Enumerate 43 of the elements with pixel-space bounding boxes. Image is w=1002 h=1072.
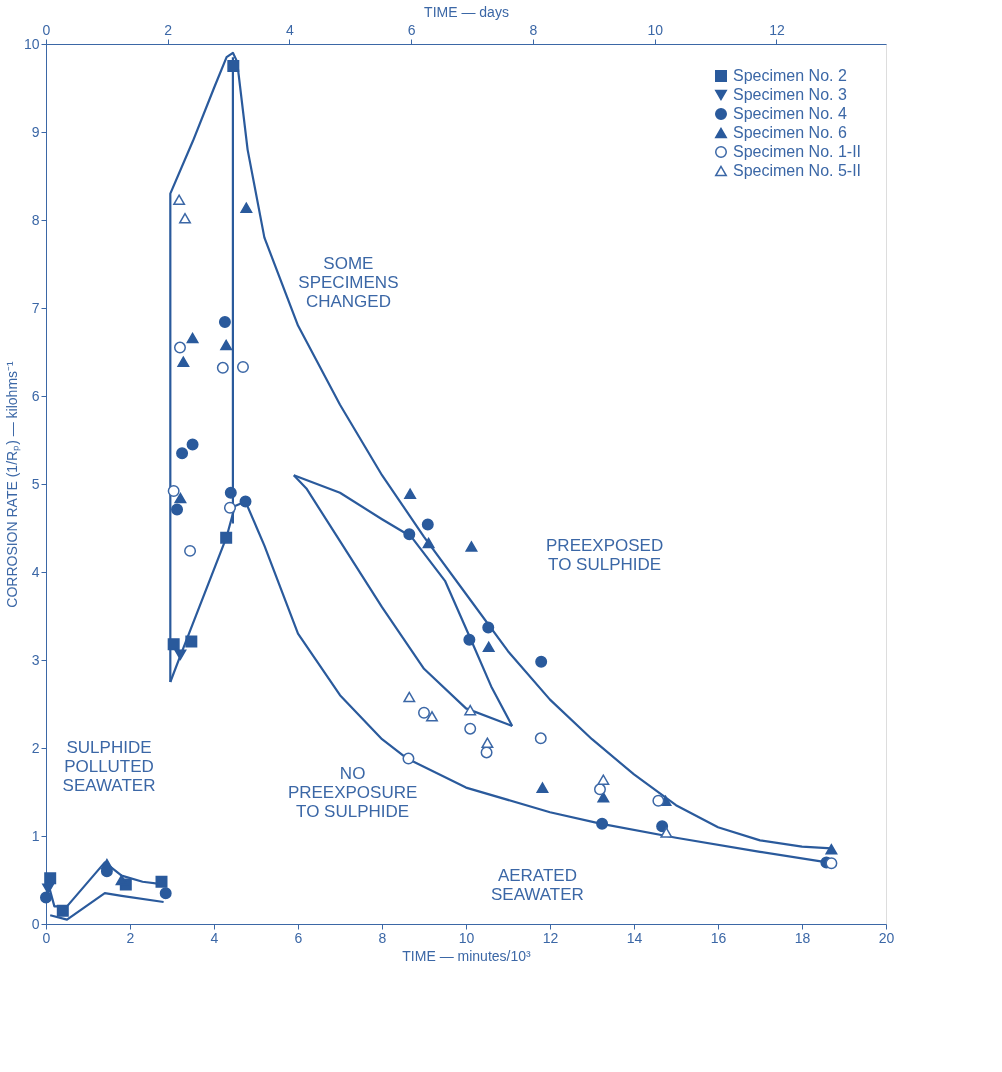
legend-label: Specimen No. 2	[733, 67, 847, 84]
x-axis-title: TIME — minutes/10³	[402, 947, 532, 964]
legend-label: Specimen No. 3	[733, 86, 847, 103]
x2-axis-title: TIME — days	[424, 3, 509, 20]
y-tick-label: 10	[23, 35, 40, 52]
x-tick-label: 4	[210, 929, 219, 946]
x2-tick-label: 10	[647, 21, 664, 38]
y-tick-label: 8	[31, 211, 40, 228]
x-tick-label: 16	[710, 929, 727, 946]
x-tick-label: 8	[378, 929, 387, 946]
y-tick-label: 0	[31, 915, 40, 932]
y-axis-title: CORROSION RATE (1/Rₚ) — kilohms⁻¹	[3, 360, 21, 608]
x2-tick-label: 0	[42, 21, 51, 38]
x2-tick-label: 4	[286, 21, 295, 38]
annotation: AERATED SEAWATER	[490, 865, 584, 904]
y-tick-label: 5	[31, 475, 40, 492]
y-tick-label: 2	[31, 739, 40, 756]
x-tick-label: 12	[542, 929, 559, 946]
x2-tick-label: 8	[529, 21, 538, 38]
annotation: PREEXPOSED TO SULPHIDE	[546, 535, 664, 574]
y-tick-label: 6	[31, 387, 40, 404]
legend-label: Specimen No. 1-II	[733, 143, 862, 160]
y-tick-label: 3	[31, 651, 40, 668]
annotation: NO PREEXPOSURE TO SULPHIDE	[287, 764, 418, 822]
x2-tick-label: 12	[769, 21, 785, 38]
annotation: SULPHIDE POLLUTED SEAWATER	[62, 738, 156, 795]
y-tick-label: 9	[31, 123, 40, 140]
x-tick-label: 14	[626, 929, 643, 946]
y-tick-label: 7	[31, 299, 40, 316]
x-tick-label: 6	[294, 929, 303, 946]
y-tick-label: 1	[31, 827, 40, 844]
x-tick-label: 10	[458, 929, 475, 946]
x-tick-label: 0	[42, 929, 51, 946]
x-tick-label: 18	[794, 929, 811, 946]
legend-label: Specimen No. 5-II	[733, 162, 862, 179]
x-tick-label: 2	[126, 929, 135, 946]
x2-tick-label: 2	[164, 21, 173, 38]
legend-label: Specimen No. 4	[733, 105, 847, 122]
annotation: SOME SPECIMENS CHANGED	[298, 254, 399, 311]
x-tick-label: 20	[878, 929, 895, 946]
y-tick-label: 4	[31, 563, 40, 580]
legend-label: Specimen No. 6	[733, 124, 847, 141]
x2-tick-label: 6	[407, 21, 416, 38]
